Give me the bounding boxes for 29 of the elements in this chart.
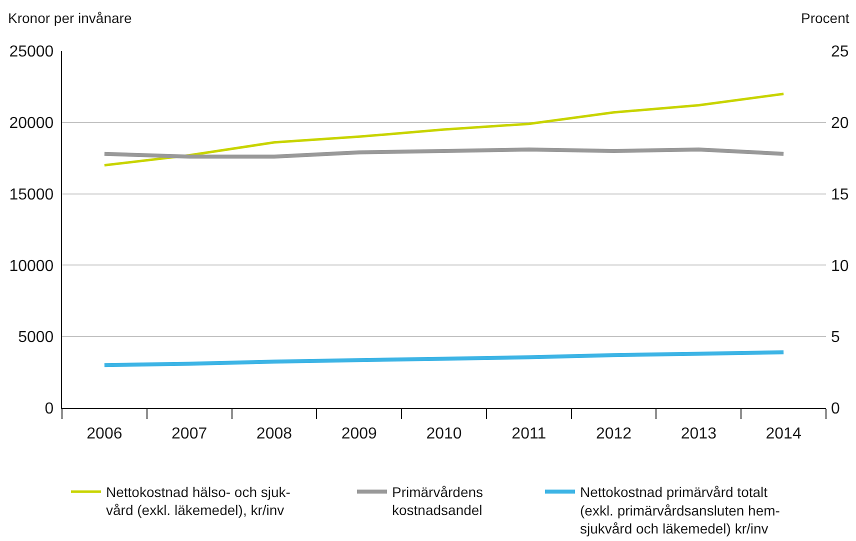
x-tick-label: 2008 [256, 425, 292, 442]
y-tick-label: 25000 [9, 44, 54, 61]
y-axis-title: Kronor per invånare [8, 10, 132, 26]
y-tick-label: 20000 [9, 115, 54, 132]
x-tick-label: 2009 [341, 425, 378, 442]
x-tick-label: 2013 [680, 425, 717, 442]
legend-label: Nettokostnad hälso- och sjuk- vård (exkl. läkemedel), kr/inv [106, 484, 291, 518]
line-series [102, 148, 786, 159]
line-series [102, 350, 786, 368]
y2-tick-label: 10 [831, 258, 849, 275]
y-tick-label: 0 [44, 400, 54, 418]
legend-label: Primärvårdens kostnadsandel [392, 484, 484, 518]
x-tick-label: 2011 [512, 425, 546, 442]
y2-tick-label: 5 [831, 329, 840, 346]
y-tick-label: 15000 [9, 186, 54, 204]
x-tick-label: 2007 [172, 425, 208, 442]
x-tick-label: 2012 [596, 425, 632, 442]
y2-tick-label: 20 [831, 115, 849, 132]
y2-tick-label: 0 [831, 400, 840, 418]
y2-axis-title: Procent [801, 10, 850, 26]
legend-label: Nettokostnad primärvård totalt (exkl. primärvårdsansluten hem- sjukvård och läkemedel) kr/inv [580, 484, 780, 536]
line-series [103, 92, 785, 166]
x-tick-label: 2006 [86, 425, 122, 442]
x-tick-label: 2014 [766, 425, 802, 442]
y2-tick-label: 25 [831, 44, 849, 61]
y2-tick-label: 15 [831, 186, 849, 204]
y-tick-label: 10000 [9, 258, 54, 275]
x-tick-label: 2010 [426, 425, 462, 442]
y-tick-label: 5000 [18, 329, 54, 346]
